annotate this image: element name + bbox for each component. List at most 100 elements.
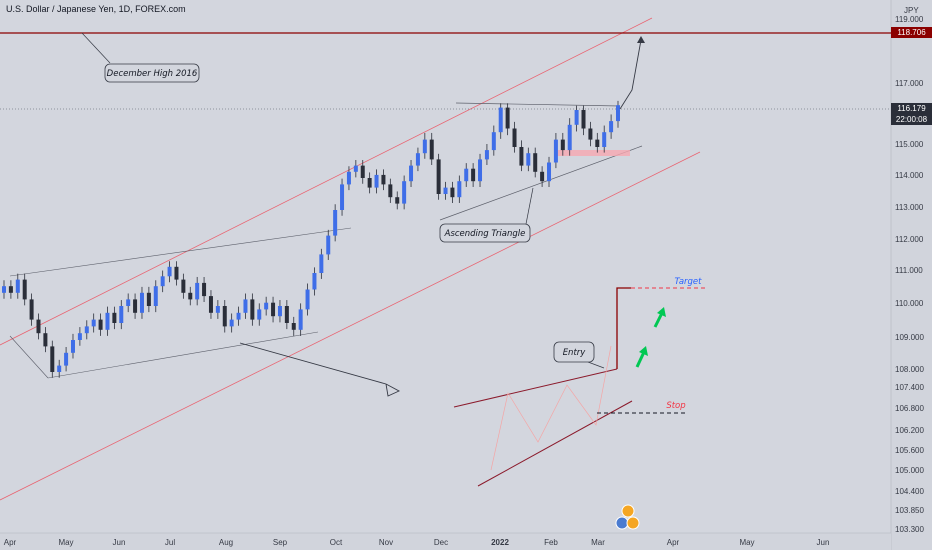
candle-body xyxy=(160,276,165,287)
time-tick-label: Apr xyxy=(4,538,17,547)
candle-body xyxy=(616,105,620,122)
candle-body xyxy=(319,254,324,273)
schematic-support-line xyxy=(477,400,633,487)
candle-body xyxy=(264,302,269,310)
projection-arrow[interactable] xyxy=(619,39,642,110)
candle-body xyxy=(553,139,558,163)
candle-body xyxy=(567,124,572,151)
candle-body xyxy=(298,309,303,330)
triangle-label: Ascending Triangle xyxy=(444,229,526,239)
candle-body xyxy=(64,352,69,366)
candle-body xyxy=(167,266,172,277)
candle-body xyxy=(388,184,393,198)
economic-events-icon[interactable] xyxy=(615,504,640,530)
candle-body xyxy=(57,365,62,372)
candle-body xyxy=(526,153,531,166)
time-tick-label: Apr xyxy=(667,538,680,547)
candle-body xyxy=(560,139,565,151)
candle-body xyxy=(374,174,379,188)
price-tick-label: 104.400 xyxy=(895,487,924,496)
candle-body xyxy=(609,121,614,133)
time-tick-label: May xyxy=(58,538,73,547)
time-tick-label: Jun xyxy=(113,538,126,547)
candle-body xyxy=(146,292,151,306)
candle-body xyxy=(340,184,345,210)
price-tick-label: 110.000 xyxy=(895,299,924,308)
channel-upper-line[interactable] xyxy=(0,17,653,346)
candle-body xyxy=(50,346,55,372)
time-tick-label: May xyxy=(739,538,754,547)
triangle-callout-line xyxy=(525,187,534,225)
schematic-zigzag xyxy=(490,345,612,471)
price-tick-label: 105.600 xyxy=(895,446,924,455)
candle-body xyxy=(595,139,600,147)
pointer-callout[interactable] xyxy=(239,342,401,397)
time-tick-labels: Apr May Jun Jul Aug Sep Oct Nov Dec 2022 Feb Mar Apr… xyxy=(4,538,830,547)
candlestick-series[interactable] xyxy=(2,100,620,378)
entry-callout[interactable] xyxy=(553,341,595,363)
candle-body xyxy=(181,279,186,293)
schematic-breakout-line xyxy=(616,287,631,369)
candle-body xyxy=(471,168,476,182)
candle-body xyxy=(450,187,455,198)
triangle-resistance-line[interactable] xyxy=(455,102,621,107)
candle-body xyxy=(277,306,282,317)
price-tick-label: 108.000 xyxy=(895,365,924,374)
time-tick-label: Jun xyxy=(817,538,830,547)
candle-body xyxy=(491,132,496,151)
candle-body xyxy=(533,153,538,172)
candle-body xyxy=(402,181,407,204)
candle-body xyxy=(77,333,82,340)
candle-body xyxy=(250,299,255,320)
channel-lower-line[interactable] xyxy=(0,151,701,501)
time-tick-label: Mar xyxy=(591,538,605,547)
candle-body xyxy=(409,165,414,182)
stop-label: Stop xyxy=(666,401,685,411)
entry-callout-line xyxy=(587,361,605,369)
trade-schematic[interactable]: Target Stop Entry xyxy=(453,277,706,487)
december-high-callout[interactable] xyxy=(104,63,200,83)
candle-body xyxy=(360,165,365,178)
time-tick-label: Jul xyxy=(165,538,175,547)
candle-body xyxy=(588,128,593,140)
candle-body xyxy=(139,292,144,313)
wedge-left-line[interactable] xyxy=(9,335,49,379)
price-tick-label: 114.000 xyxy=(895,171,924,180)
up-arrow-icon xyxy=(635,346,648,368)
last-price-tag: 116.179 xyxy=(891,103,932,114)
price-axis-pane[interactable] xyxy=(891,0,932,550)
candle-body xyxy=(271,302,276,317)
candle-body xyxy=(15,279,20,293)
candle-body xyxy=(119,306,124,323)
candle-body xyxy=(457,181,462,198)
price-tick-label: 113.000 xyxy=(895,203,924,212)
candle-body xyxy=(305,289,310,310)
candle-body xyxy=(29,299,34,320)
candle-body xyxy=(284,306,289,323)
candle-body xyxy=(581,110,586,129)
currency-label: JPY xyxy=(904,6,919,15)
triangle-support-line[interactable] xyxy=(439,145,643,221)
candle-body xyxy=(429,139,434,160)
wedge-upper-line[interactable] xyxy=(9,227,352,277)
december-high-label: December High 2016 xyxy=(107,69,198,79)
triangle-callout[interactable] xyxy=(439,223,531,243)
candle-body xyxy=(326,235,331,255)
time-tick-label: Nov xyxy=(379,538,393,547)
candle-body xyxy=(381,174,386,185)
price-tick-label: 103.850 xyxy=(895,506,924,515)
candle-body xyxy=(395,197,400,204)
candle-body xyxy=(43,333,48,347)
candle-body xyxy=(519,147,524,166)
symbol-title: U.S. Dollar / Japanese Yen, 1D, FOREX.co… xyxy=(6,4,186,14)
december-high-price-tag: 118.706 xyxy=(891,27,932,38)
candle-body xyxy=(229,319,234,327)
time-axis-pane[interactable] xyxy=(0,533,891,550)
wedge-lower-line[interactable] xyxy=(47,331,319,379)
price-tick-label: 117.000 xyxy=(895,79,924,88)
candle-body xyxy=(105,312,110,330)
candle-body xyxy=(505,107,510,129)
december-high-callout-line xyxy=(81,32,111,64)
